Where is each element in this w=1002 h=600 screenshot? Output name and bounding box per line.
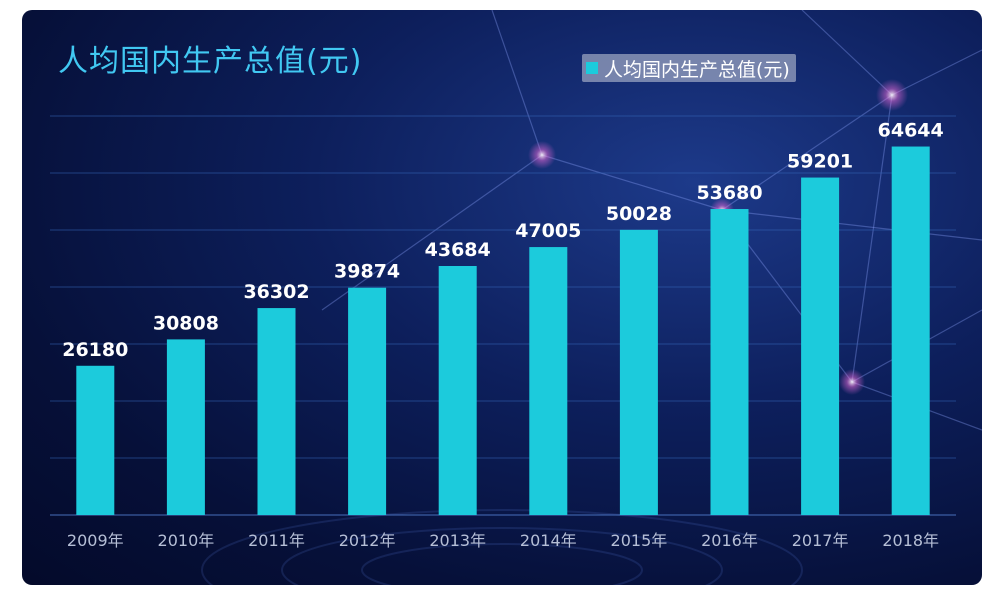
bar[interactable] bbox=[438, 266, 477, 515]
bar[interactable] bbox=[801, 177, 840, 515]
x-tick-label: 2009年 bbox=[67, 531, 124, 550]
chart-panel: 人均国内生产总值(元) 人均国内生产总值(元) 26180 2009年 30808 2… bbox=[22, 10, 982, 585]
bar[interactable] bbox=[166, 339, 205, 515]
data-label: 50028 bbox=[606, 203, 672, 225]
data-label: 43684 bbox=[425, 239, 491, 261]
x-tick-label: 2010年 bbox=[158, 531, 215, 550]
data-label: 64644 bbox=[878, 120, 944, 142]
data-label: 53680 bbox=[696, 182, 762, 204]
chart-title: 人均国内生产总值(元) bbox=[58, 44, 363, 79]
data-label: 26180 bbox=[62, 339, 128, 361]
legend[interactable]: 人均国内生产总值(元) bbox=[582, 54, 796, 82]
x-tick-label: 2015年 bbox=[611, 531, 668, 550]
bar[interactable] bbox=[257, 308, 296, 515]
x-tick-label: 2016年 bbox=[701, 531, 758, 550]
data-label: 36302 bbox=[243, 281, 309, 303]
x-tick-label: 2011年 bbox=[248, 531, 305, 550]
x-tick-label: 2018年 bbox=[882, 531, 939, 550]
x-tick-label: 2014年 bbox=[520, 531, 577, 550]
network-background bbox=[201, 10, 982, 585]
x-tick-label: 2013年 bbox=[429, 531, 486, 550]
x-tick-label: 2017年 bbox=[792, 531, 849, 550]
bar[interactable] bbox=[710, 209, 749, 516]
bar[interactable] bbox=[891, 146, 930, 515]
bar[interactable] bbox=[76, 365, 115, 515]
x-tick-label: 2012年 bbox=[339, 531, 396, 550]
data-label: 30808 bbox=[153, 312, 219, 334]
bar-chart: 26180 2009年 30808 2010年 36302 2011年 39874 2012年… bbox=[50, 115, 956, 550]
data-label: 39874 bbox=[334, 261, 400, 283]
bar[interactable] bbox=[348, 287, 387, 515]
bar[interactable] bbox=[529, 247, 568, 515]
legend-swatch bbox=[586, 62, 598, 74]
data-label: 47005 bbox=[515, 220, 581, 242]
data-label: 59201 bbox=[787, 151, 853, 173]
legend-label: 人均国内生产总值(元) bbox=[604, 58, 790, 81]
bar[interactable] bbox=[619, 229, 658, 515]
